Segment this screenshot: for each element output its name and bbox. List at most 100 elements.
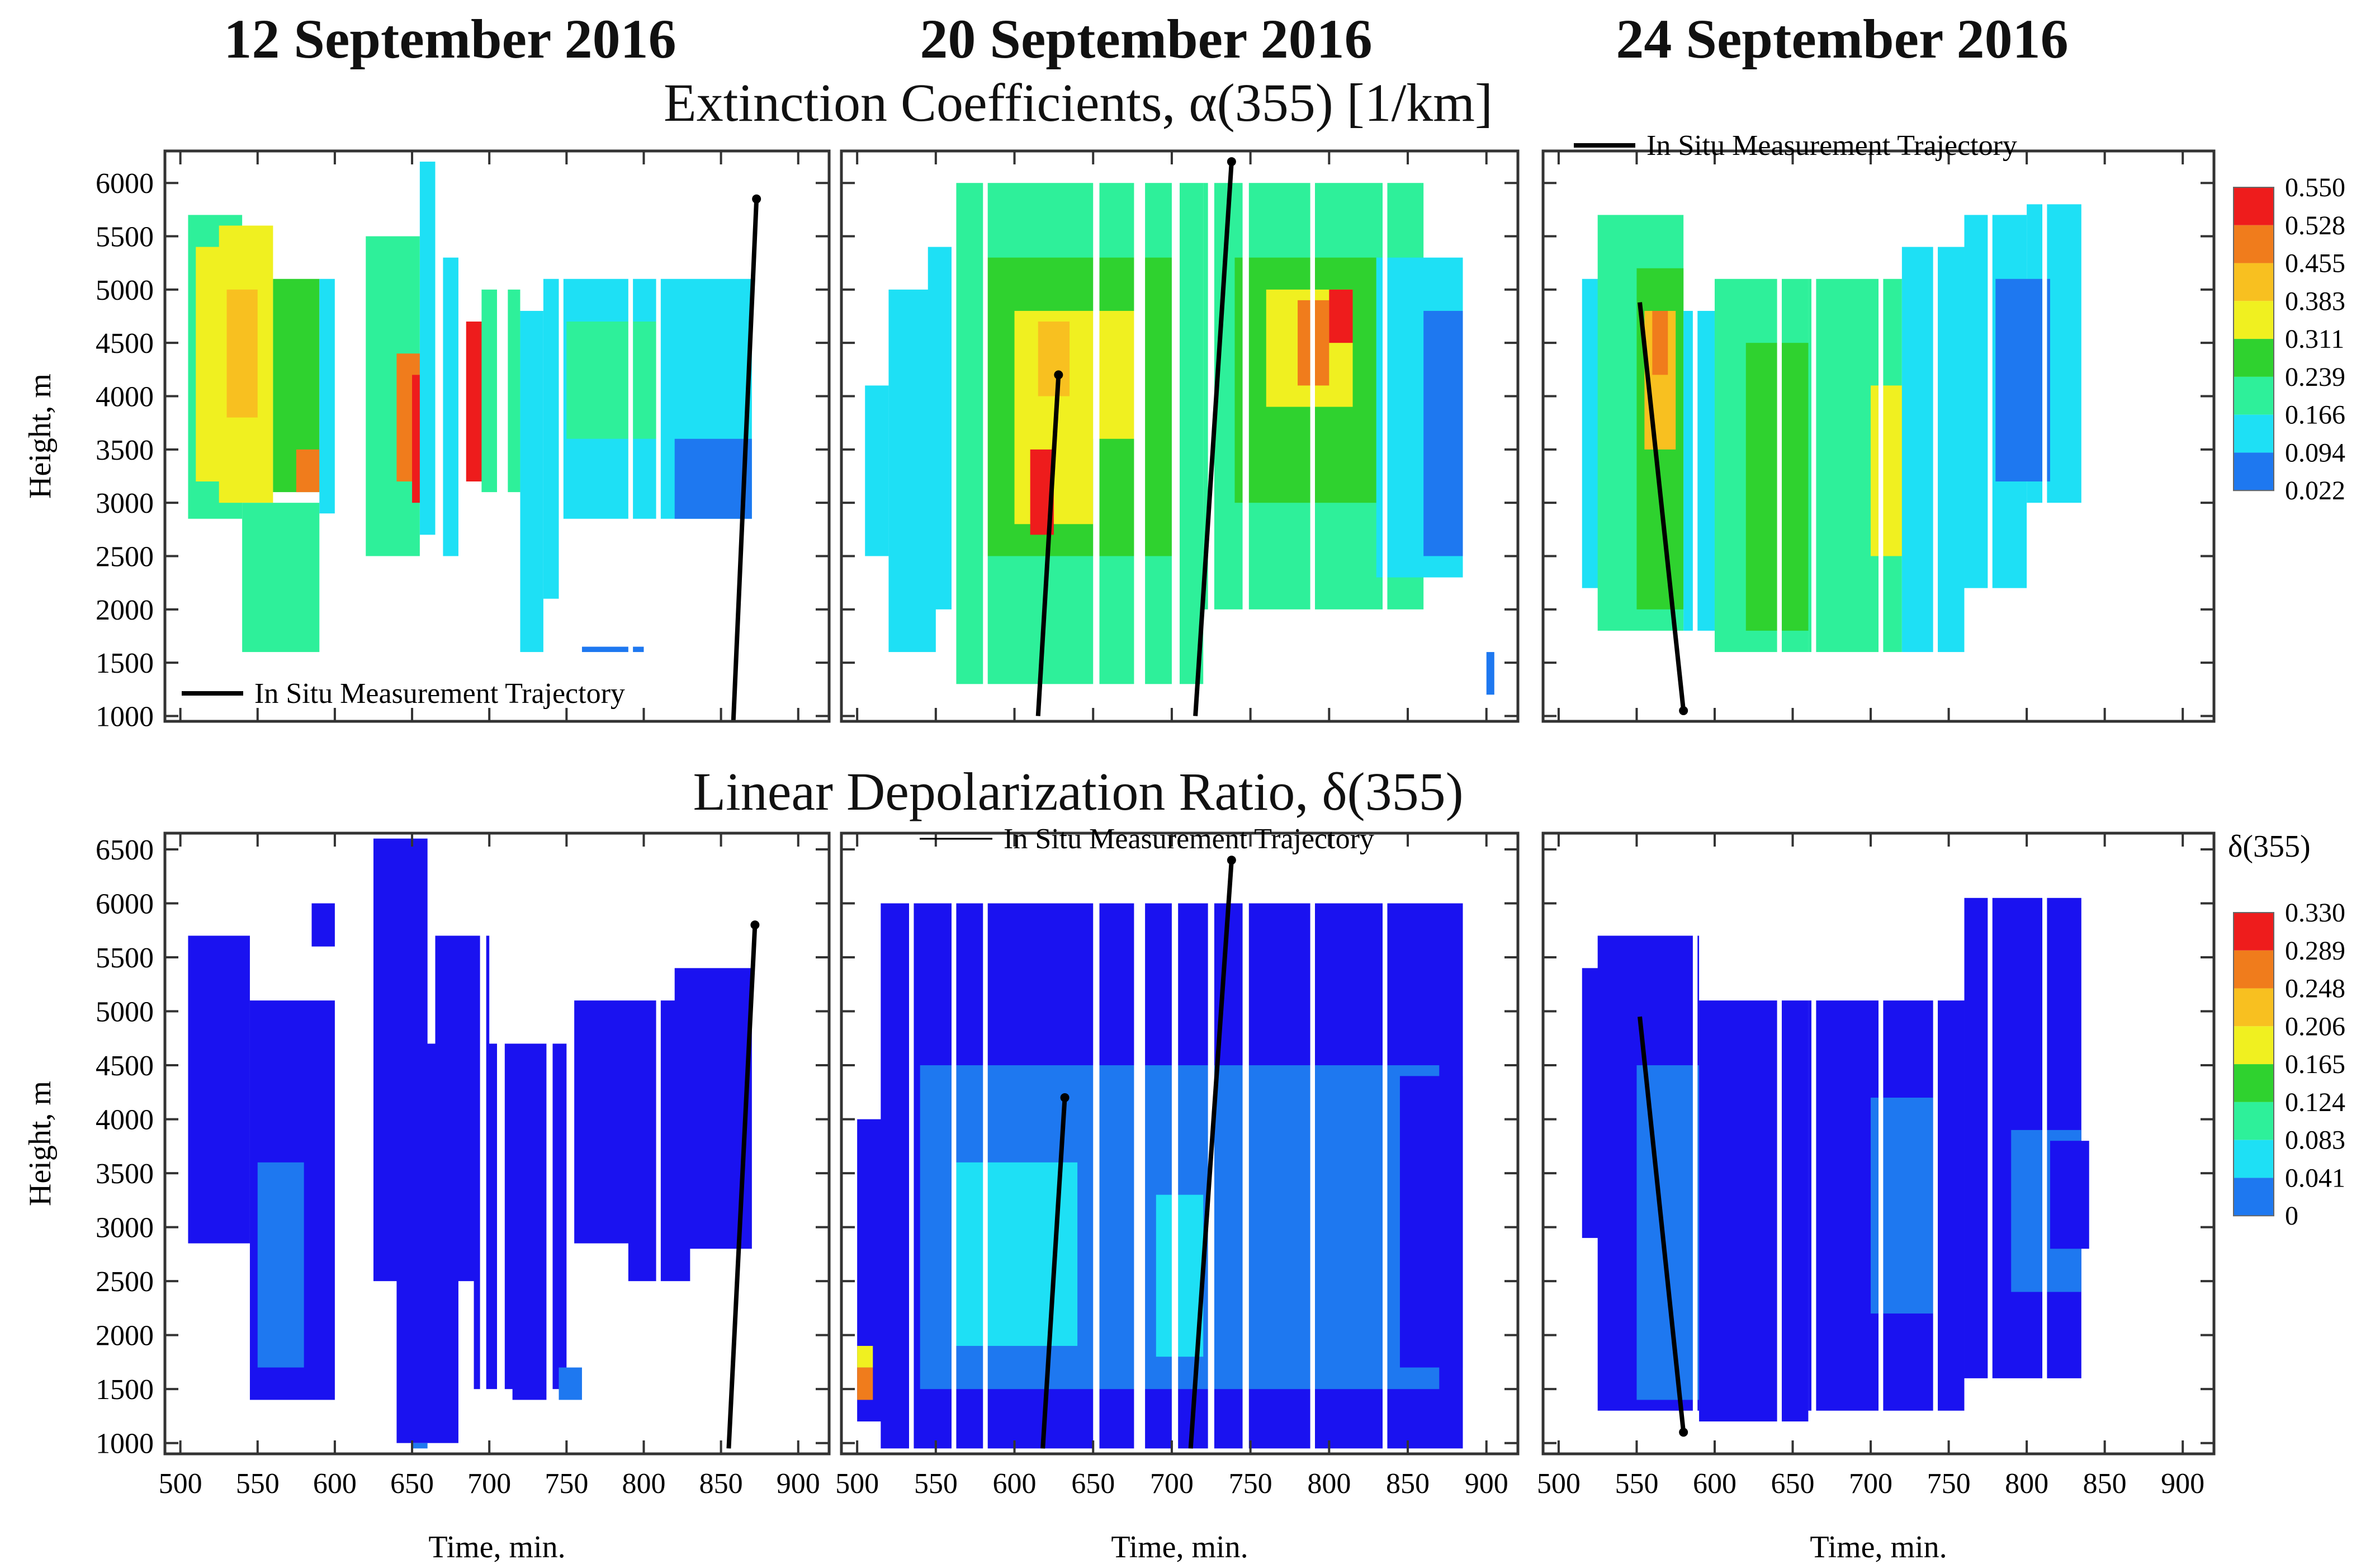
data-gap [1093, 833, 1100, 1454]
data-gap [559, 151, 564, 721]
y-tick-label: 6000 [96, 168, 154, 200]
data-gap [497, 151, 508, 721]
colorbar-title: δ(355) [2228, 829, 2311, 864]
colorbar-swatch [2234, 376, 2274, 415]
legend-label: In Situ Measurement Trajectory [1646, 130, 2017, 162]
data-gap [480, 833, 486, 1454]
x-tick-label: 850 [699, 1468, 743, 1500]
data-gap [656, 833, 661, 1454]
heatmap-cells [857, 833, 1463, 1454]
heatmap-cell [1156, 1194, 1204, 1357]
data-gap [546, 833, 553, 1454]
colorbar-swatch [2234, 950, 2274, 989]
colorbar-swatch [2234, 913, 2274, 951]
heatmap-cell [257, 1162, 304, 1368]
y-tick-label: 5500 [96, 221, 154, 253]
x-tick-label: 650 [390, 1468, 434, 1500]
colorbar-swatch [2234, 1140, 2274, 1178]
data-gap [1988, 151, 1993, 721]
panel-frame [840, 149, 1520, 723]
heatmap-cells [188, 833, 752, 1454]
heatmap-cell [1995, 278, 2050, 482]
colorbar-swatch [2234, 187, 2274, 225]
data-gap [1242, 833, 1249, 1454]
y-tick-label: 2500 [96, 541, 154, 573]
x-tick-label: 900 [2161, 1468, 2204, 1500]
heatmap-cell [581, 646, 644, 653]
heatmap-cell [1423, 310, 1463, 556]
heatmap-cell [443, 257, 458, 556]
panel-frame [1541, 831, 2216, 1456]
y-tick-label: 6000 [96, 888, 154, 920]
panel-1 [840, 149, 1520, 723]
data-gap [1093, 151, 1100, 721]
y-tick-label: 2000 [96, 594, 154, 626]
panel-frame [840, 831, 1520, 1456]
x-tick-label: 850 [2083, 1468, 2127, 1500]
data-gap [1933, 833, 1938, 1454]
data-gap [1310, 833, 1315, 1454]
trajectory-line [1638, 302, 1686, 711]
data-gap [656, 151, 661, 721]
heatmap-cell [857, 1345, 873, 1368]
data-gap [1777, 833, 1782, 1454]
depolarization-row-title: Linear Depolarization Ratio, δ(355) [693, 762, 1464, 821]
colorbar-label: 0.330 [2285, 898, 2345, 928]
heatmap-cell [1652, 310, 1668, 375]
x-tick-label: 500 [1537, 1468, 1581, 1500]
trajectory-end [1227, 157, 1236, 167]
colorbar-7: δ(355) 0.330 0.289 0.248 0.206 0.165 0.124 0.08… [2228, 829, 2345, 1231]
y-tick-label: 1500 [96, 1374, 154, 1406]
heatmap-cell [1486, 652, 1494, 695]
x-tick-label: 750 [1927, 1468, 1971, 1500]
x-axis-label: Time, min. [428, 1530, 565, 1564]
x-tick-label: 900 [777, 1468, 820, 1500]
x-tick-label: 800 [1307, 1468, 1351, 1500]
colorbar-swatch [2234, 263, 2274, 301]
colorbar-label: 0.528 [2285, 211, 2345, 240]
heatmap-cell [559, 1367, 582, 1400]
x-tick-label: 700 [1849, 1468, 1892, 1500]
colorbar-swatch [2234, 1178, 2274, 1216]
y-axis-label: Height, m [23, 374, 58, 499]
data-gap [1171, 833, 1179, 1454]
trajectory-line [1193, 161, 1234, 716]
data-gap [1777, 151, 1782, 721]
panel-4: 500 550 600 650 700 750 800 850 900 Time, min. In … [835, 823, 1520, 1564]
trajectory-end [750, 920, 760, 930]
legend-label: In Situ Measurement Trajectory [254, 678, 625, 710]
data-gap [951, 833, 957, 1454]
x-tick-label: 700 [1150, 1468, 1194, 1500]
data-gap [353, 833, 366, 1454]
data-gap [1879, 833, 1884, 1454]
colorbar-label: 0.311 [2285, 324, 2344, 354]
heatmap-cells [188, 151, 752, 721]
heatmap-cell [319, 278, 335, 514]
y-tick-label: 4000 [96, 1104, 154, 1136]
colorbar-swatch [2234, 301, 2274, 339]
colorbar-swatch [2234, 339, 2274, 377]
data-gap [1171, 151, 1180, 721]
data-gap [1383, 833, 1388, 1454]
trajectory-line [1035, 375, 1061, 716]
trajectory-line [1638, 1016, 1686, 1433]
data-gap [1242, 151, 1249, 721]
data-gap [983, 833, 988, 1454]
x-tick-label: 550 [1615, 1468, 1658, 1500]
y-tick-label: 4500 [96, 1050, 154, 1082]
y-tick-label: 3500 [96, 434, 154, 466]
y-tick-label: 3000 [96, 488, 154, 519]
data-gap [1692, 151, 1698, 721]
data-gap [951, 151, 957, 721]
colorbar-frame [2233, 912, 2274, 1217]
panel-frame [163, 149, 831, 723]
x-tick-label: 600 [1693, 1468, 1736, 1500]
x-tick-label: 500 [835, 1468, 879, 1500]
y-tick-label: 2500 [96, 1266, 154, 1298]
colorbar-swatch [2234, 1026, 2274, 1065]
heatmap-cell [1699, 1000, 1809, 1422]
y-tick-label: 5000 [96, 275, 154, 306]
heatmap-cell [311, 903, 335, 947]
x-axis-label: Time, min. [1111, 1530, 1248, 1564]
